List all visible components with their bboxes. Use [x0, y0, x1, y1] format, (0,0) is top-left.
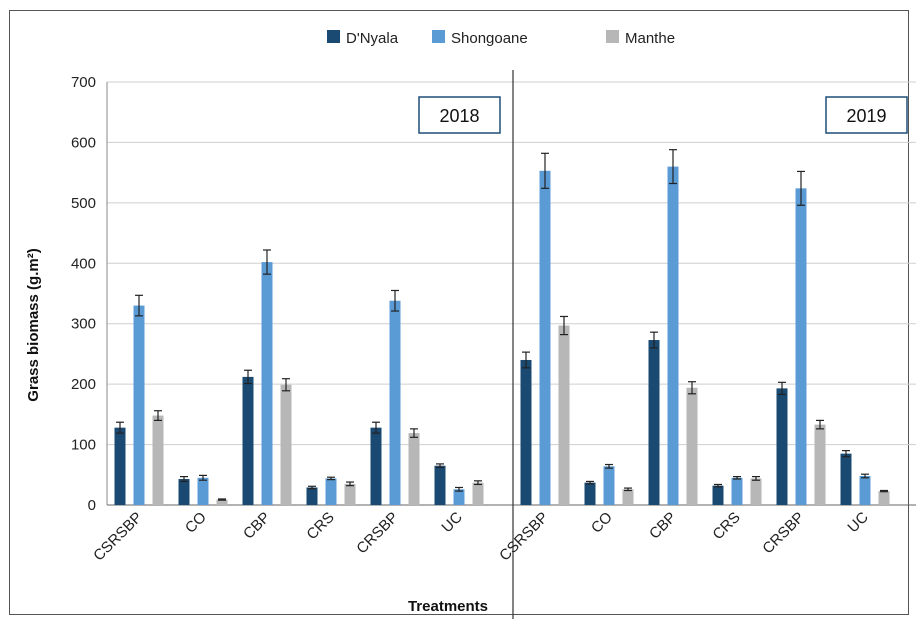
- y-tick-label: 400: [71, 255, 96, 272]
- bar: [472, 482, 484, 505]
- legend-label: Manthe: [625, 30, 675, 47]
- bar: [840, 453, 852, 505]
- bar: [584, 482, 596, 505]
- y-tick-label: 0: [88, 497, 96, 514]
- bar: [216, 499, 228, 505]
- year-labels: 2018 2019: [418, 96, 908, 134]
- x-axis-title: Treatments: [408, 598, 488, 615]
- bar: [370, 427, 382, 505]
- bar: [453, 489, 465, 505]
- year-box: [825, 96, 908, 134]
- legend-label: D'Nyala: [346, 30, 399, 47]
- x-tick-label: UC: [438, 509, 465, 536]
- bar: [859, 475, 871, 505]
- bar: [814, 424, 826, 505]
- x-tick-label: CBP: [646, 509, 680, 543]
- x-tick-label: CRSBP: [353, 509, 402, 558]
- legend: D'Nyala Shongoane Manthe: [327, 30, 675, 47]
- legend-label: Shongoane: [451, 30, 528, 47]
- bar: [389, 300, 401, 505]
- x-tick-label: CSRSBP: [90, 509, 146, 565]
- y-axis-ticks: 0 100 200 300 400 500 600 700: [71, 74, 96, 514]
- y-tick-label: 100: [71, 437, 96, 454]
- bar: [603, 466, 615, 505]
- bar: [325, 478, 337, 505]
- x-tick-label: CRS: [303, 509, 337, 543]
- legend-swatch: [327, 30, 340, 43]
- year-box: [418, 96, 501, 134]
- bar: [344, 483, 356, 505]
- y-axis-title: Grass biomass (g.m²): [25, 248, 42, 401]
- bar: [795, 188, 807, 505]
- y-tick-label: 600: [71, 134, 96, 151]
- bar: [712, 485, 724, 505]
- legend-swatch: [432, 30, 445, 43]
- x-tick-label: CRSBP: [759, 509, 808, 558]
- bar: [408, 433, 420, 505]
- bar: [434, 465, 446, 505]
- bar: [133, 305, 145, 505]
- y-tick-label: 200: [71, 376, 96, 393]
- bar: [750, 478, 762, 505]
- bar: [776, 388, 788, 505]
- x-axis-ticks: CSRSBP CO CBP CRS CRSBP UC CSRSBP CO CBP CRS CRSBP…: [90, 509, 872, 565]
- bar: [878, 491, 890, 505]
- legend-swatch: [606, 30, 619, 43]
- bar: [622, 489, 634, 505]
- bar: [667, 166, 679, 505]
- gridlines: [106, 81, 916, 506]
- x-tick-label: CRS: [709, 509, 743, 543]
- bar: [280, 384, 292, 505]
- bar: [178, 479, 190, 505]
- bar: [731, 477, 743, 505]
- error-bars: [116, 149, 888, 501]
- bar: [558, 325, 570, 505]
- x-tick-label: UC: [844, 509, 871, 536]
- x-tick-label: CSRSBP: [496, 509, 552, 565]
- bar: [197, 477, 209, 505]
- bar: [152, 415, 164, 505]
- y-tick-label: 700: [71, 74, 96, 91]
- bar: [648, 340, 660, 505]
- bar: [261, 262, 273, 505]
- bar: [520, 359, 532, 505]
- bar: [114, 427, 126, 505]
- x-tick-label: CO: [182, 509, 210, 537]
- y-tick-label: 500: [71, 195, 96, 212]
- bar: [242, 376, 254, 505]
- x-tick-label: CO: [588, 509, 616, 537]
- year-label: 2018: [439, 106, 479, 126]
- bar: [306, 487, 318, 505]
- bar: [539, 170, 551, 505]
- x-tick-label: CBP: [240, 509, 274, 543]
- bars: [114, 166, 890, 505]
- y-tick-label: 300: [71, 316, 96, 333]
- bar: [686, 387, 698, 505]
- year-label: 2019: [846, 106, 886, 126]
